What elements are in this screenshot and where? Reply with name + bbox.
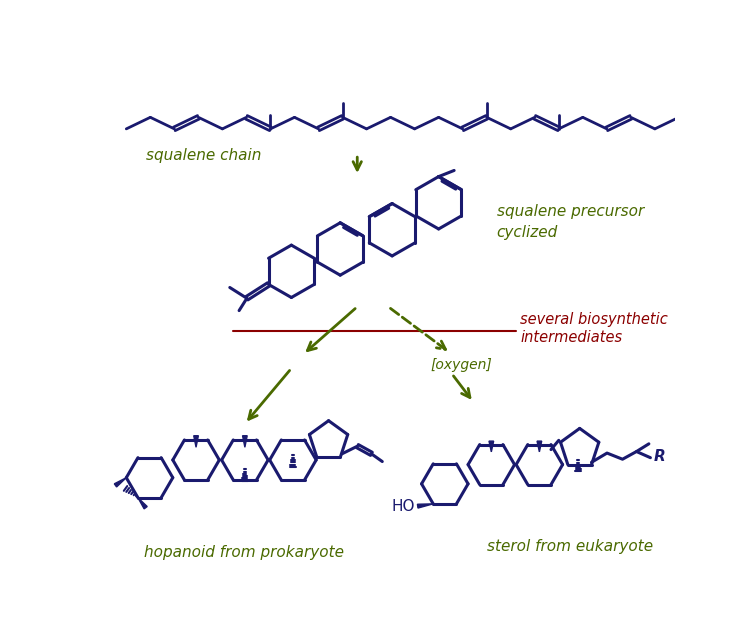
Polygon shape: [537, 441, 542, 452]
Text: [oxygen]: [oxygen]: [430, 358, 493, 372]
Polygon shape: [114, 478, 126, 487]
Text: hopanoid from prokaryote: hopanoid from prokaryote: [144, 545, 344, 560]
Text: several biosynthetic
intermediates: several biosynthetic intermediates: [520, 312, 668, 345]
Text: R: R: [653, 449, 665, 464]
Text: sterol from eukaryote: sterol from eukaryote: [488, 539, 653, 554]
Polygon shape: [418, 504, 434, 508]
Text: squalene precursor
cyclized: squalene precursor cyclized: [496, 204, 644, 240]
Polygon shape: [138, 498, 147, 509]
Text: squalene chain: squalene chain: [146, 148, 262, 163]
Polygon shape: [194, 436, 198, 448]
Text: HO: HO: [391, 500, 415, 515]
Polygon shape: [489, 441, 494, 452]
Polygon shape: [242, 436, 248, 448]
